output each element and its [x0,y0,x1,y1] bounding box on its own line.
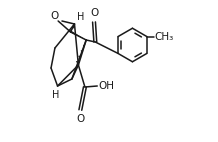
Text: O: O [51,11,59,21]
Polygon shape [69,30,86,40]
Polygon shape [72,24,75,29]
Text: H: H [77,12,84,22]
Text: O: O [90,9,98,18]
Text: H: H [53,90,60,100]
Text: CH₃: CH₃ [154,32,174,42]
Text: O: O [76,114,84,124]
Text: OH: OH [98,81,114,91]
